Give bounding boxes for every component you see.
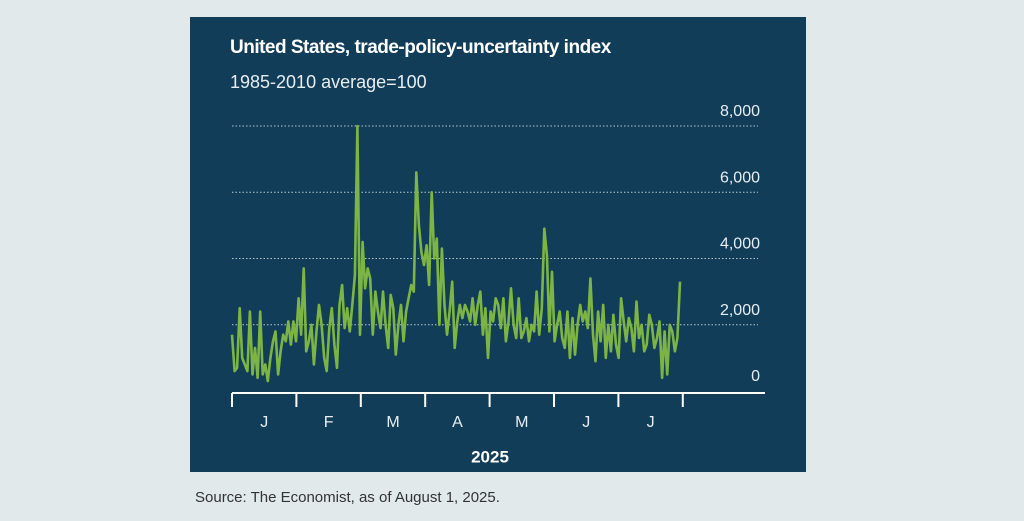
x-tick-label: M	[386, 414, 399, 431]
y-tick-label: 0	[751, 368, 760, 385]
x-tick-label: J	[260, 414, 268, 431]
y-tick-label: 8,000	[720, 103, 760, 120]
y-tick-label: 6,000	[720, 169, 760, 186]
x-tick-label: J	[647, 414, 655, 431]
chart-subtitle: 1985-2010 average=100	[230, 72, 427, 92]
x-tick-label: F	[324, 414, 334, 431]
chart-title: United States, trade-policy-uncertainty …	[230, 37, 612, 58]
y-tick-label: 4,000	[720, 236, 760, 253]
y-tick-label: 2,000	[720, 302, 760, 319]
chart-panel	[190, 17, 806, 472]
x-tick-label: M	[515, 414, 528, 431]
x-tick-label: A	[452, 414, 463, 431]
source-note: Source: The Economist, as of August 1, 2…	[195, 489, 500, 506]
data-line	[230, 124, 682, 383]
x-tick-label: J	[582, 414, 590, 431]
x-axis-label: 2025	[471, 447, 509, 466]
